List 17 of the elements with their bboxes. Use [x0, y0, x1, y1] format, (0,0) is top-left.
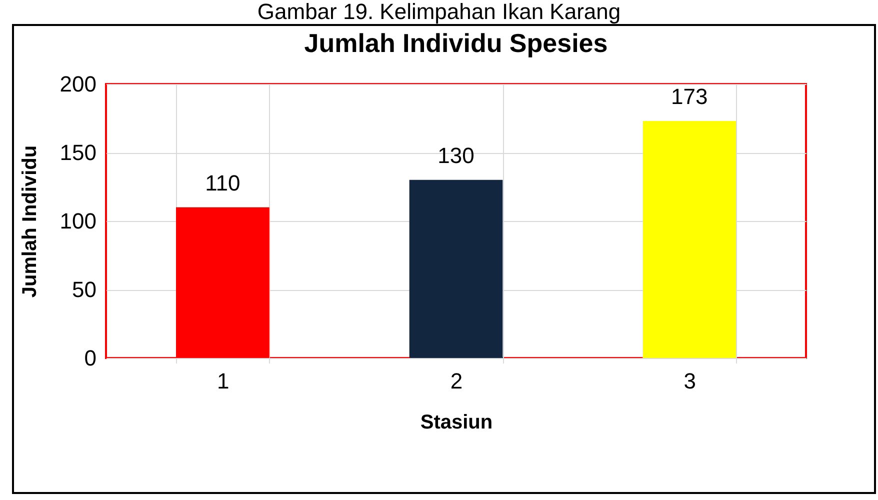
chart-title: Jumlah Individu Spesies	[304, 28, 608, 58]
y-axis-title: Jumlah Individu	[18, 145, 41, 298]
x-axis-title: Stasiun	[420, 412, 493, 434]
data-label: 110	[205, 170, 240, 196]
bar	[409, 180, 503, 358]
y-tick-label: 50	[72, 277, 96, 302]
data-label: 173	[670, 84, 708, 109]
data-label: 130	[438, 142, 474, 168]
text: Gambar 19. Kelimpahan Ikan Karang	[256, 0, 622, 24]
y-tick-label: 100	[60, 208, 96, 234]
y-tick-label: 200	[60, 72, 96, 96]
x-tick-label: 1	[217, 368, 230, 394]
y-tick-label: 150	[60, 140, 96, 165]
x-tick-label: 2	[450, 368, 463, 394]
y-tick-label: 0	[84, 346, 96, 370]
x-tick-label: 3	[684, 368, 696, 394]
bar	[642, 120, 736, 358]
